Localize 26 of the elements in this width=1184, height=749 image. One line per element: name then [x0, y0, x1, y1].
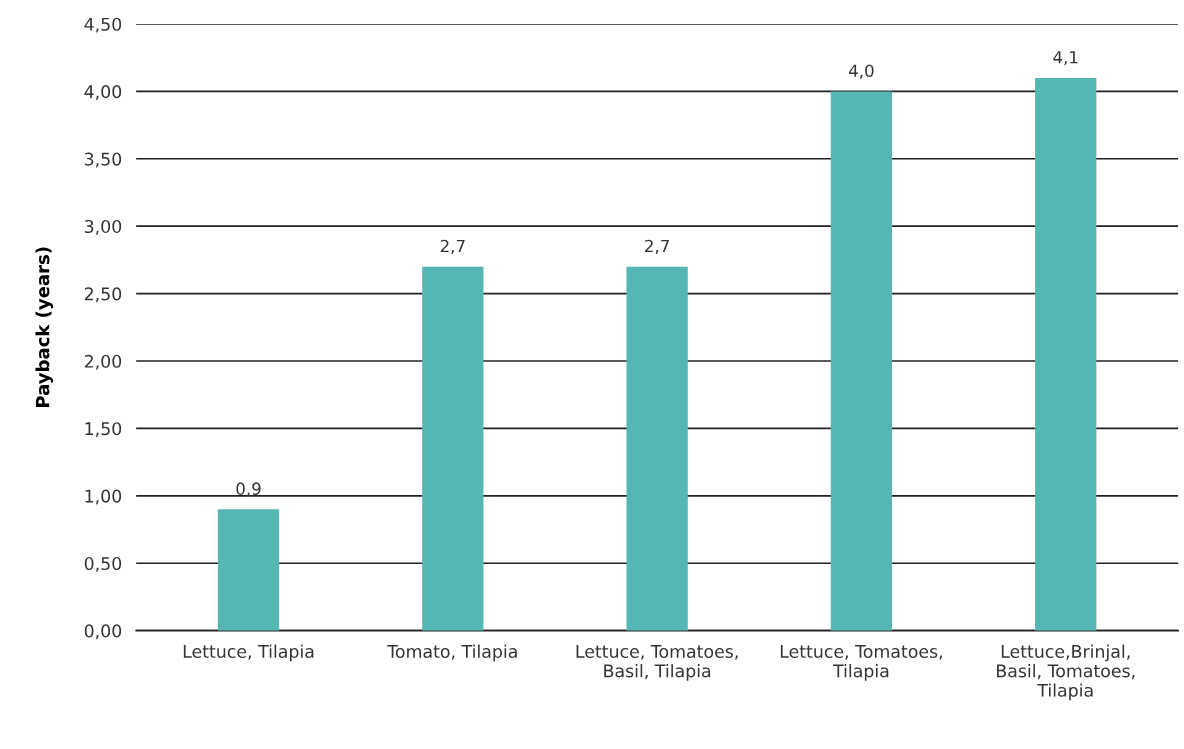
data-label: 0,9: [236, 482, 261, 497]
y-tick-label: 0,50: [84, 556, 122, 572]
data-label: 4,0: [848, 64, 874, 79]
y-tick-label: 3,00: [84, 219, 122, 235]
y-tick-label: 4,00: [84, 85, 122, 100]
y-tick-label: 3,50: [84, 152, 122, 168]
bar: [626, 266, 688, 631]
data-label: 4,1: [1053, 51, 1078, 66]
bar: [830, 91, 893, 631]
bar: [1035, 77, 1097, 631]
y-tick-label: 2,50: [84, 287, 122, 303]
y-tick-label: 4,50: [84, 17, 122, 33]
x-tick-label: Lettuce, Tilapia: [183, 644, 314, 662]
x-tick-label: Tomato, Tilapia: [387, 644, 517, 662]
x-tick-label: Lettuce, Tomatoes, Tilapia: [780, 645, 942, 681]
y-tick-label: 1,50: [85, 422, 122, 438]
y-axis-title: Payback (years): [35, 247, 54, 407]
y-tick-label: 1,00: [85, 489, 122, 505]
x-tick-label: Lettuce, Tomatoes, Basil, Tilapia: [576, 645, 738, 681]
bar: [217, 509, 280, 631]
data-label: 2,7: [645, 239, 669, 254]
bar: [422, 266, 484, 631]
data-label: 2,7: [440, 239, 465, 254]
y-tick-label: 2,00: [84, 354, 122, 370]
x-tick-label: Lettuce,Brinjal, Basil, Tomatoes, Tilapia: [997, 644, 1135, 701]
y-tick-label: 0,00: [84, 624, 122, 640]
